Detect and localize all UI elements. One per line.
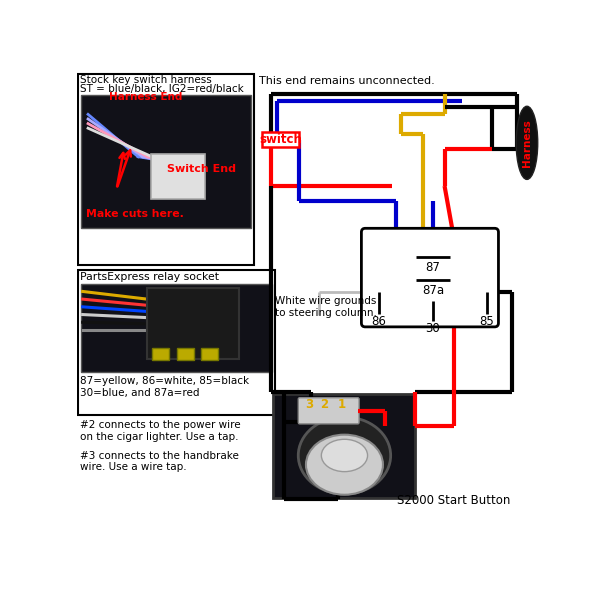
Text: Stock key switch harness: Stock key switch harness <box>80 75 212 85</box>
Text: 87=yellow, 86=white, 85=black
30=blue, and 87a=red: 87=yellow, 86=white, 85=black 30=blue, a… <box>80 376 250 398</box>
Bar <box>78 74 254 265</box>
Bar <box>176 347 194 360</box>
Text: 86: 86 <box>371 316 386 328</box>
Text: Harness: Harness <box>522 119 532 167</box>
Text: S2000 Start Button: S2000 Start Button <box>397 494 511 507</box>
Text: Switch End: Switch End <box>167 164 236 174</box>
Text: This end remains unconnected.: This end remains unconnected. <box>259 76 435 86</box>
Ellipse shape <box>306 434 383 495</box>
Text: 87: 87 <box>425 260 440 274</box>
Text: White wire grounds
to steering column.: White wire grounds to steering column. <box>275 296 377 317</box>
FancyBboxPatch shape <box>361 229 499 327</box>
Ellipse shape <box>322 439 368 472</box>
Text: PartsExpress relay socket: PartsExpress relay socket <box>80 272 220 282</box>
Text: 2: 2 <box>320 398 329 411</box>
Text: 87a: 87a <box>422 284 444 297</box>
FancyBboxPatch shape <box>298 398 359 424</box>
FancyBboxPatch shape <box>151 154 205 199</box>
Text: ST = blue/black, IG2=red/black: ST = blue/black, IG2=red/black <box>80 83 244 94</box>
Text: Harness End: Harness End <box>109 92 182 102</box>
Text: 85: 85 <box>479 316 494 328</box>
Bar <box>78 270 275 415</box>
Bar <box>81 95 251 227</box>
Bar <box>152 347 169 360</box>
Bar <box>81 284 272 372</box>
Text: #3 connects to the handbrake
wire. Use a wire tap.: #3 connects to the handbrake wire. Use a… <box>80 451 239 472</box>
FancyBboxPatch shape <box>146 289 239 359</box>
Text: switch: switch <box>259 133 302 146</box>
Bar <box>201 347 218 360</box>
Text: #2 connects to the power wire
on the cigar lighter. Use a tap.: #2 connects to the power wire on the cig… <box>80 420 241 442</box>
Bar <box>273 394 415 498</box>
Text: 30: 30 <box>425 322 440 335</box>
Ellipse shape <box>516 106 538 179</box>
Ellipse shape <box>298 417 391 494</box>
Text: Make cuts here.: Make cuts here. <box>86 209 184 219</box>
Bar <box>262 132 299 148</box>
Text: 3: 3 <box>305 398 313 411</box>
Text: 1: 1 <box>337 398 346 411</box>
